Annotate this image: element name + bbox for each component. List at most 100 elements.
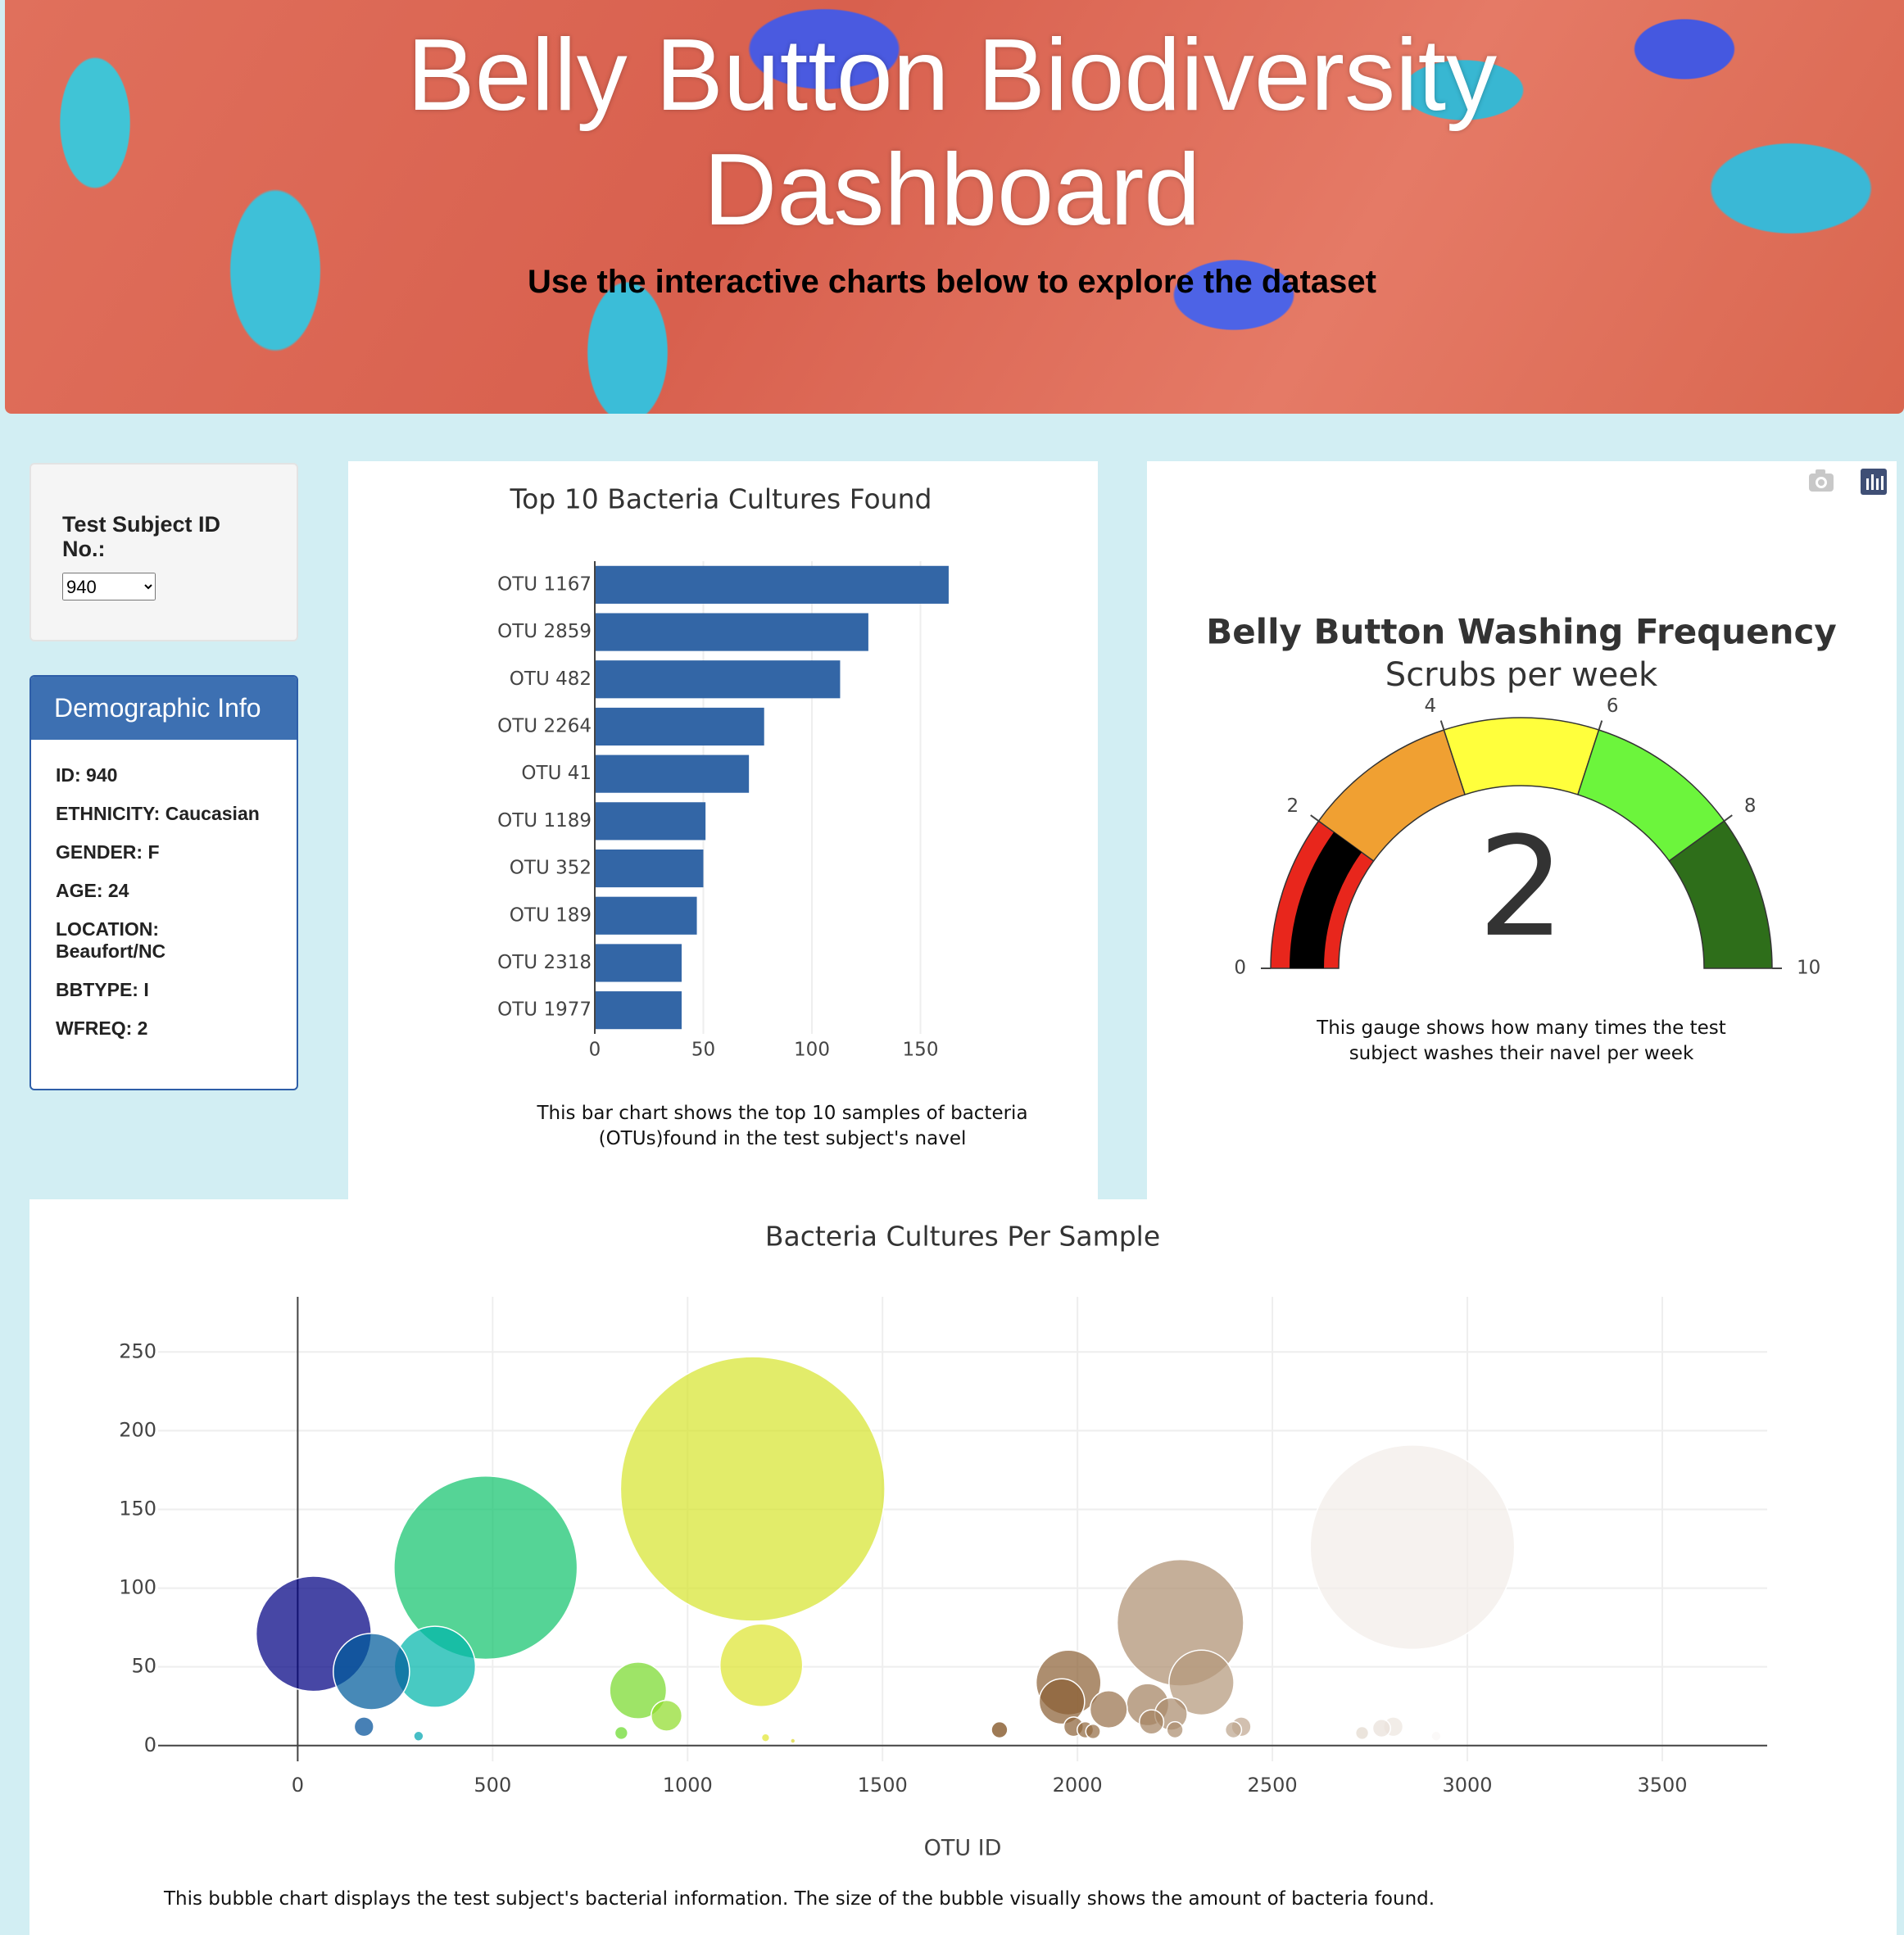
bar (595, 802, 706, 841)
selector-panel: Test Subject ID No.: 940 (29, 463, 298, 641)
demographic-line: BBTYPE: I (56, 979, 149, 1000)
subject-select[interactable]: 940 (62, 573, 156, 600)
bubble-caption: This bubble chart displays the test subj… (164, 1888, 1435, 1910)
y-tick-label: OTU 1189 (497, 810, 592, 832)
gauge-tick-label: 0 (1234, 958, 1246, 979)
bar (595, 755, 750, 793)
bubble (393, 1475, 578, 1661)
gauge-subtitle: Scrubs per week (1385, 656, 1658, 694)
gauge-value: 2 (1478, 807, 1566, 968)
gauge-tick (1598, 720, 1603, 731)
bubble (1085, 1723, 1101, 1740)
y-tick-label: OTU 352 (510, 858, 592, 879)
x-tick-label: 500 (474, 1774, 511, 1797)
gauge-tick-label: 10 (1797, 958, 1820, 979)
gauge-tick-label: 6 (1607, 696, 1619, 717)
x-tick-label: 50 (691, 1040, 715, 1061)
bubble (333, 1633, 410, 1711)
y-tick-label: OTU 1167 (497, 573, 592, 595)
bubble (1430, 1730, 1442, 1742)
bubble (790, 1738, 796, 1744)
bubble (1449, 1728, 1462, 1742)
bar (595, 849, 704, 888)
gauge-caption: This gauge shows how many times the test… (1317, 1017, 1726, 1064)
y-tick-label: OTU 2859 (497, 621, 592, 642)
bubble (1354, 1725, 1370, 1741)
bubble-panel (29, 1199, 1897, 1935)
y-tick-label: OTU 1977 (497, 999, 592, 1021)
bar (595, 660, 841, 699)
demographic-panel: Demographic Info ID: 940 ETHNICITY: Cauca… (29, 675, 298, 1090)
plotly-logo[interactable] (1861, 469, 1887, 495)
bubble (413, 1730, 424, 1742)
bar-caption: This bar chart shows the top 10 samples … (537, 1103, 1028, 1149)
x-tick-label: 3500 (1637, 1774, 1687, 1797)
gauge-tick-label: 2 (1287, 795, 1299, 817)
selector-label: Test Subject ID No.: (62, 512, 221, 561)
page-subtitle: Use the interactive charts below to expl… (528, 264, 1376, 300)
x-tick-label: 1500 (858, 1774, 908, 1797)
bubble (1168, 1649, 1235, 1716)
bubble (1371, 1718, 1391, 1738)
bar (595, 565, 949, 604)
x-tick-label: 2000 (1053, 1774, 1103, 1797)
bubble (1224, 1720, 1243, 1739)
bubble (1089, 1690, 1128, 1729)
gauge-tick-label: 8 (1744, 795, 1757, 817)
page-title: Belly Button Biodiversity Dashboard (406, 19, 1498, 247)
gauge-tick-label: 4 (1425, 696, 1437, 717)
y-tick-label: 150 (119, 1497, 156, 1520)
x-tick-label: 0 (292, 1774, 304, 1797)
gauge-tick (1439, 720, 1445, 731)
x-tick-label: 100 (794, 1040, 830, 1061)
bubble (1138, 1709, 1165, 1735)
modebar (1809, 469, 1887, 495)
y-tick-label: 200 (119, 1418, 156, 1441)
demographic-line: ID: 940 (56, 764, 118, 786)
bubble (619, 1356, 886, 1622)
y-tick-label: 0 (144, 1733, 156, 1756)
gauge-panel (1147, 461, 1897, 1199)
bar (595, 707, 764, 746)
demographic-line: GENDER: F (56, 841, 160, 863)
y-tick-label: 100 (119, 1576, 156, 1599)
bubble (609, 1661, 668, 1720)
demographic-line: WFREQ: 2 (56, 1017, 148, 1039)
bubble (353, 1716, 374, 1738)
x-tick-label: 0 (589, 1040, 601, 1061)
y-tick-label: 50 (131, 1655, 156, 1678)
bar (595, 613, 868, 651)
y-tick-label: OTU 2264 (497, 715, 592, 736)
bubble (719, 1623, 804, 1707)
bar (595, 896, 697, 935)
bubble (1309, 1444, 1516, 1651)
x-tick-label: 150 (903, 1040, 939, 1061)
bar (595, 991, 682, 1030)
chart-title: Bacteria Cultures Per Sample (765, 1221, 1160, 1253)
bubble (1038, 1678, 1086, 1725)
demographic-title: Demographic Info (31, 677, 297, 740)
chart-title: Top 10 Bacteria Cultures Found (510, 483, 932, 515)
y-tick-label: 250 (119, 1339, 156, 1362)
x-tick-label: 3000 (1443, 1774, 1493, 1797)
bubble (760, 1733, 771, 1742)
camera-icon[interactable] (1809, 469, 1834, 492)
x-tick-label: 2500 (1248, 1774, 1298, 1797)
gauge-step (1443, 717, 1600, 795)
header-banner (5, 0, 1904, 414)
bubble (1166, 1720, 1184, 1739)
y-tick-label: OTU 482 (510, 668, 592, 690)
demographic-line: ETHNICITY: Caucasian (56, 803, 260, 824)
gauge-tick (1310, 814, 1320, 822)
gauge-tick (1723, 814, 1733, 822)
bubble (991, 1720, 1009, 1739)
y-tick-label: OTU 41 (521, 763, 592, 784)
y-tick-label: OTU 189 (510, 904, 592, 926)
demographic-body: ID: 940 ETHNICITY: Caucasian GENDER: F AGE:… (31, 740, 297, 1081)
bar (595, 944, 682, 982)
x-axis-title: OTU ID (924, 1836, 1002, 1861)
bubble (614, 1725, 629, 1741)
gauge-bar (1290, 832, 1362, 968)
